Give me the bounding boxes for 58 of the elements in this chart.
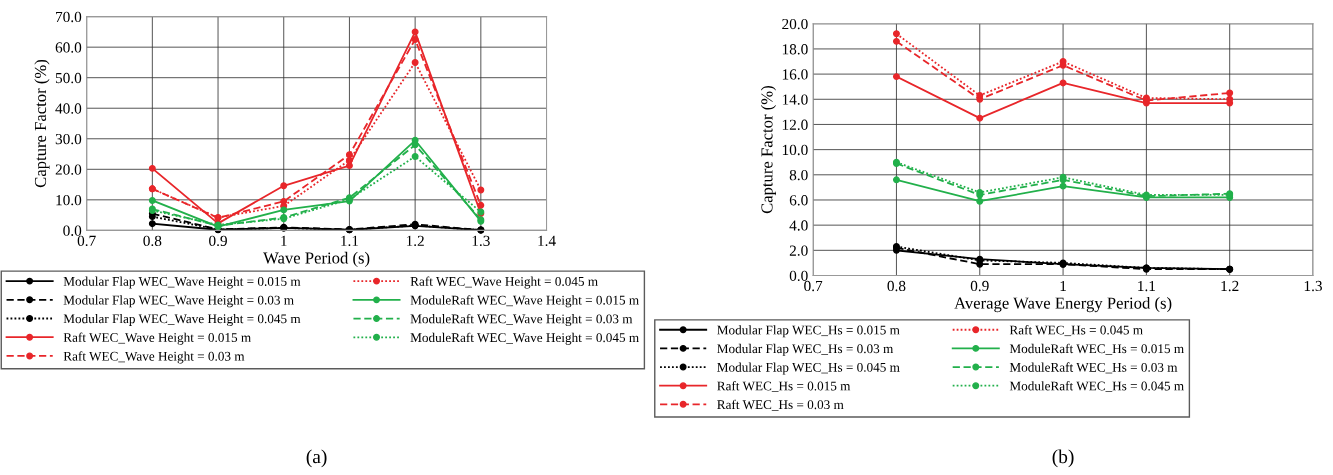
x-tick-label: 1.1 <box>1138 280 1156 292</box>
x-tick-label: 1 <box>1060 280 1066 291</box>
text: (b) <box>1052 449 1074 468</box>
legend-label: Raft WEC_Hs = 0.015 m <box>717 381 851 392</box>
legend-label: Raft WEC_Wave Height = 0.015 m <box>63 332 251 345</box>
legend-label: ModuleRaft WEC_Hs = 0.045 m <box>1009 381 1184 392</box>
legend-label: Modular Flap WEC_Wave Height = 0.015 m <box>63 276 301 289</box>
x-tick-label: 1.2 <box>1221 280 1239 292</box>
y-tick-label: 16.0 <box>782 69 808 80</box>
x-tick-label: 0.7 <box>804 280 823 292</box>
x-axis-title: Wave Period (s) <box>263 251 370 267</box>
y-tick-label: 70.0 <box>56 11 82 23</box>
x-tick-label: 1.3 <box>472 235 490 247</box>
x-tick-label: 0.7 <box>77 235 96 247</box>
y-tick-label: 4.0 <box>789 220 808 231</box>
legend-label: Modular Flap WEC_Wave Height = 0.03 m <box>63 295 294 308</box>
legend-label: Modular Flap WEC_Hs = 0.045 m <box>717 362 900 375</box>
y-tick-label: 8.0 <box>789 169 808 181</box>
legend-label: ModuleRaft WEC_Hs = 0.015 m <box>1009 343 1184 355</box>
y-tick-label: 14.0 <box>782 94 808 105</box>
y-tick-label: 50.0 <box>55 72 82 84</box>
x-axis-title: Average Wave Energy Period (s) <box>954 296 1172 313</box>
legend-label: Modular Flap WEC_Hs = 0.015 m <box>717 325 900 338</box>
x-tick-label: 0.9 <box>209 235 227 247</box>
x-tick-label: 1 <box>281 235 287 246</box>
y-tick-label: 2.0 <box>789 245 808 256</box>
y-tick-label: 12.0 <box>782 119 808 130</box>
y-tick-label: 10.0 <box>782 144 808 156</box>
x-tick-label: 0.8 <box>887 280 906 292</box>
y-tick-label: 40.0 <box>55 103 82 114</box>
y-tick-label: 60.0 <box>55 42 82 53</box>
y-tick-label: 20.0 <box>782 18 808 30</box>
legend-label: Modular Flap WEC_Hs = 0.03 m <box>717 343 894 356</box>
y-tick-label: 10.0 <box>56 194 82 206</box>
y-axis-title: Capture Factor (%) <box>760 86 776 214</box>
legend-label: Raft WEC_Wave Height = 0.03 m <box>63 351 245 364</box>
x-tick-label: 0.9 <box>970 280 989 292</box>
y-tick-label: 0.0 <box>63 225 82 236</box>
legend-label: ModuleRaft WEC_Wave Height = 0.015 m <box>410 295 639 308</box>
legend-label: Raft WEC_Hs = 0.03 m <box>717 399 844 411</box>
x-tick-label: 0.8 <box>143 235 162 247</box>
x-tick-label: 1.4 <box>538 235 556 247</box>
y-axis-title: Capture Factor (%) <box>34 59 50 188</box>
legend-label: ModuleRaft WEC_Hs = 0.03 m <box>1009 362 1178 374</box>
x-tick-label: 1.3 <box>1304 280 1322 292</box>
y-tick-label: 30.0 <box>55 133 82 145</box>
x-tick-label: 1.2 <box>406 235 424 247</box>
text: (a) <box>306 449 327 468</box>
y-tick-label: 6.0 <box>789 195 808 206</box>
y-tick-label: 0.0 <box>789 270 808 282</box>
legend-label: ModuleRaft WEC_Wave Height = 0.03 m <box>410 313 633 327</box>
y-tick-label: 20.0 <box>55 164 82 175</box>
legend-label: Raft WEC_Wave Height = 0.045 m <box>410 276 598 289</box>
legend-label: ModuleRaft WEC_Wave Height = 0.045 m <box>410 332 639 345</box>
x-tick-label: 1.1 <box>341 235 359 247</box>
legend-label: Modular Flap WEC_Wave Height = 0.045 m <box>63 313 301 326</box>
legend-label: Raft WEC_Hs = 0.045 m <box>1009 325 1143 337</box>
y-tick-label: 18.0 <box>782 44 808 55</box>
